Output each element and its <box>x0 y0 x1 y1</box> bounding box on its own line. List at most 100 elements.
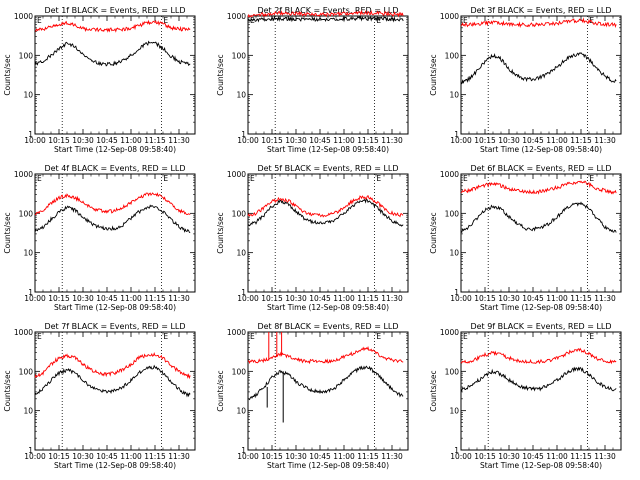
plot-frame <box>34 331 196 451</box>
series-line-lld <box>460 180 617 195</box>
y-tick-label: 1000 <box>440 12 459 21</box>
x-tick-label: 11:15 <box>144 294 166 303</box>
series-line-events <box>34 204 191 234</box>
event-marker-label: E <box>163 174 168 183</box>
plot-frame <box>247 173 409 293</box>
x-tick-label: 11:00 <box>333 136 355 145</box>
y-axis-label: Counts/sec <box>216 54 225 95</box>
y-tick-label: 1000 <box>227 328 246 337</box>
x-tick-label: 11:15 <box>570 294 592 303</box>
x-tick-label: 10:00 <box>24 136 46 145</box>
x-tick-label: 10:15 <box>261 136 283 145</box>
y-tick-label: 1 <box>241 288 246 297</box>
y-axis-label: Counts/sec <box>3 212 12 253</box>
x-tick-label: 10:15 <box>474 294 496 303</box>
x-tick-label: 10:15 <box>474 136 496 145</box>
y-axis-label: Counts/sec <box>429 370 438 411</box>
x-tick-label: 10:30 <box>498 294 520 303</box>
x-tick-label: 10:30 <box>498 136 520 145</box>
x-axis-label: Start Time (12-Sep-08 09:58:40) <box>54 461 176 470</box>
y-tick-label: 10 <box>236 407 246 416</box>
detector-panel-5: Det 5f BLACK = Events, RED = LLD 1 10 100 10… <box>216 164 409 312</box>
panel-title: Det 4f BLACK = Events, RED = LLD <box>44 164 185 173</box>
series-line-lld <box>247 194 404 218</box>
detector-panel-7: Det 7f BLACK = Events, RED = LLD 1 10 100 10… <box>3 322 196 470</box>
detector-panel-9: Det 9f BLACK = Events, RED = LLD 1 10 100 10… <box>429 322 622 470</box>
x-tick-label: 11:15 <box>144 452 166 461</box>
x-axis-label: Start Time (12-Sep-08 09:58:40) <box>480 145 602 154</box>
x-tick-label: 10:00 <box>237 294 259 303</box>
plot-frame <box>247 15 409 135</box>
series-line-lld <box>247 345 404 365</box>
x-tick-label: 10:45 <box>96 294 118 303</box>
x-axis-label: Start Time (12-Sep-08 09:58:40) <box>54 145 176 154</box>
y-tick-label: 1000 <box>227 170 246 179</box>
y-tick-label: 10 <box>449 91 459 100</box>
y-tick-label: 10 <box>449 249 459 258</box>
y-axis-label: Counts/sec <box>3 54 12 95</box>
y-tick-label: 1 <box>241 130 246 139</box>
y-tick-label: 1000 <box>14 12 33 21</box>
series-line-events <box>34 40 191 67</box>
x-tick-label: 11:15 <box>357 136 379 145</box>
x-tick-label: 10:45 <box>96 452 118 461</box>
series-line-events <box>460 52 617 85</box>
x-tick-label: 10:00 <box>450 294 472 303</box>
x-tick-label: 10:00 <box>237 136 259 145</box>
x-tick-label: 10:45 <box>522 452 544 461</box>
series-line-events <box>460 366 617 392</box>
panel-title: Det 1f BLACK = Events, RED = LLD <box>44 6 185 15</box>
x-tick-label: 10:00 <box>24 294 46 303</box>
y-axis-label: Counts/sec <box>216 212 225 253</box>
x-tick-label: 10:30 <box>72 136 94 145</box>
x-tick-label: 10:15 <box>261 452 283 461</box>
y-tick-label: 100 <box>232 51 247 60</box>
event-marker-label: E <box>463 16 468 25</box>
y-tick-label: 1000 <box>14 328 33 337</box>
y-axis-label: Counts/sec <box>429 212 438 253</box>
event-marker-label: E <box>376 332 381 341</box>
y-tick-label: 1 <box>454 130 459 139</box>
event-marker-label: E <box>37 16 42 25</box>
x-tick-label: 10:00 <box>237 452 259 461</box>
x-axis-label: Start Time (12-Sep-08 09:58:40) <box>267 461 389 470</box>
x-axis-label: Start Time (12-Sep-08 09:58:40) <box>54 303 176 312</box>
y-tick-label: 10 <box>236 91 246 100</box>
x-tick-label: 10:45 <box>309 136 331 145</box>
series-line-events <box>247 198 404 227</box>
x-tick-label: 10:45 <box>522 294 544 303</box>
y-tick-label: 10 <box>236 249 246 258</box>
x-tick-label: 10:30 <box>72 452 94 461</box>
x-tick-label: 10:15 <box>261 294 283 303</box>
series-line-lld <box>34 192 191 216</box>
x-tick-label: 11:30 <box>381 136 403 145</box>
y-tick-label: 1 <box>454 446 459 455</box>
y-tick-label: 1 <box>28 288 33 297</box>
x-tick-label: 10:15 <box>48 294 70 303</box>
y-tick-label: 1000 <box>14 170 33 179</box>
x-tick-label: 10:45 <box>309 294 331 303</box>
x-tick-label: 10:15 <box>48 452 70 461</box>
detector-panel-2: Det 2f BLACK = Events, RED = LLD 1 10 100 10… <box>216 6 409 154</box>
y-tick-label: 1 <box>28 446 33 455</box>
y-tick-label: 10 <box>23 91 33 100</box>
y-tick-label: 10 <box>23 407 33 416</box>
event-marker-label: E <box>250 332 255 341</box>
x-tick-label: 11:30 <box>594 452 616 461</box>
x-tick-label: 11:00 <box>546 294 568 303</box>
x-tick-label: 11:30 <box>594 294 616 303</box>
series-line-events <box>34 364 191 398</box>
detector-panel-6: Det 6f BLACK = Events, RED = LLD 1 10 100 10… <box>429 164 622 312</box>
x-tick-label: 11:00 <box>333 294 355 303</box>
y-axis-label: Counts/sec <box>3 370 12 411</box>
detector-panel-4: Det 4f BLACK = Events, RED = LLD 1 10 100 10… <box>3 164 196 312</box>
panel-title: Det 2f BLACK = Events, RED = LLD <box>257 6 398 15</box>
x-tick-label: 11:00 <box>120 452 142 461</box>
x-tick-label: 11:15 <box>570 136 592 145</box>
panel-title: Det 9f BLACK = Events, RED = LLD <box>470 322 611 331</box>
x-tick-label: 10:30 <box>498 452 520 461</box>
event-marker-label: E <box>463 174 468 183</box>
series-line-lld <box>34 351 191 380</box>
